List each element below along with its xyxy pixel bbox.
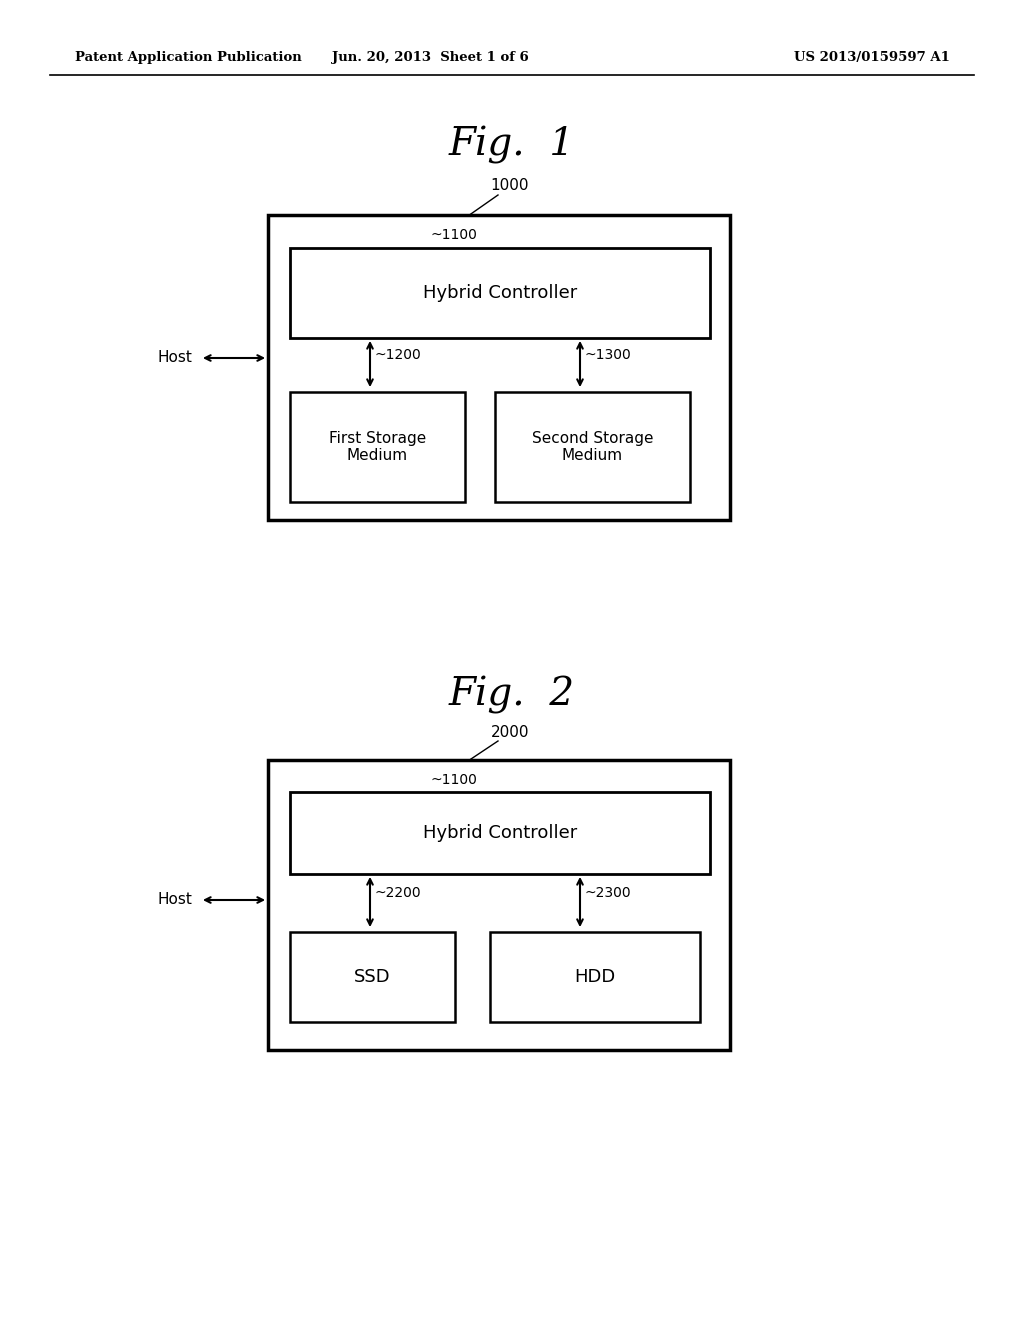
Text: ~1300: ~1300 <box>585 348 632 362</box>
Text: ~1200: ~1200 <box>375 348 422 362</box>
Bar <box>495 392 690 502</box>
Bar <box>268 760 730 1049</box>
Text: HDD: HDD <box>574 968 615 986</box>
Text: Hybrid Controller: Hybrid Controller <box>423 824 578 842</box>
Text: Hybrid Controller: Hybrid Controller <box>423 284 578 302</box>
Text: Fig.  2: Fig. 2 <box>449 676 575 714</box>
Text: 1000: 1000 <box>490 178 529 193</box>
Text: SSD: SSD <box>354 968 391 986</box>
Text: Patent Application Publication: Patent Application Publication <box>75 51 302 65</box>
Text: Second Storage
Medium: Second Storage Medium <box>531 430 653 463</box>
Bar <box>290 932 455 1022</box>
Text: First Storage
Medium: First Storage Medium <box>329 430 426 463</box>
Text: US 2013/0159597 A1: US 2013/0159597 A1 <box>795 51 950 65</box>
Bar <box>290 248 710 338</box>
Text: ~1100: ~1100 <box>430 228 477 242</box>
Text: 2000: 2000 <box>490 725 529 741</box>
Bar <box>290 392 465 502</box>
Bar <box>268 215 730 520</box>
Text: Jun. 20, 2013  Sheet 1 of 6: Jun. 20, 2013 Sheet 1 of 6 <box>332 51 528 65</box>
Text: Host: Host <box>157 892 193 908</box>
Text: ~2200: ~2200 <box>375 886 422 900</box>
Text: Fig.  1: Fig. 1 <box>449 125 575 164</box>
Text: ~1100: ~1100 <box>430 774 477 787</box>
Bar <box>490 932 700 1022</box>
Text: ~2300: ~2300 <box>585 886 632 900</box>
Text: Host: Host <box>157 351 193 366</box>
Bar <box>290 792 710 874</box>
